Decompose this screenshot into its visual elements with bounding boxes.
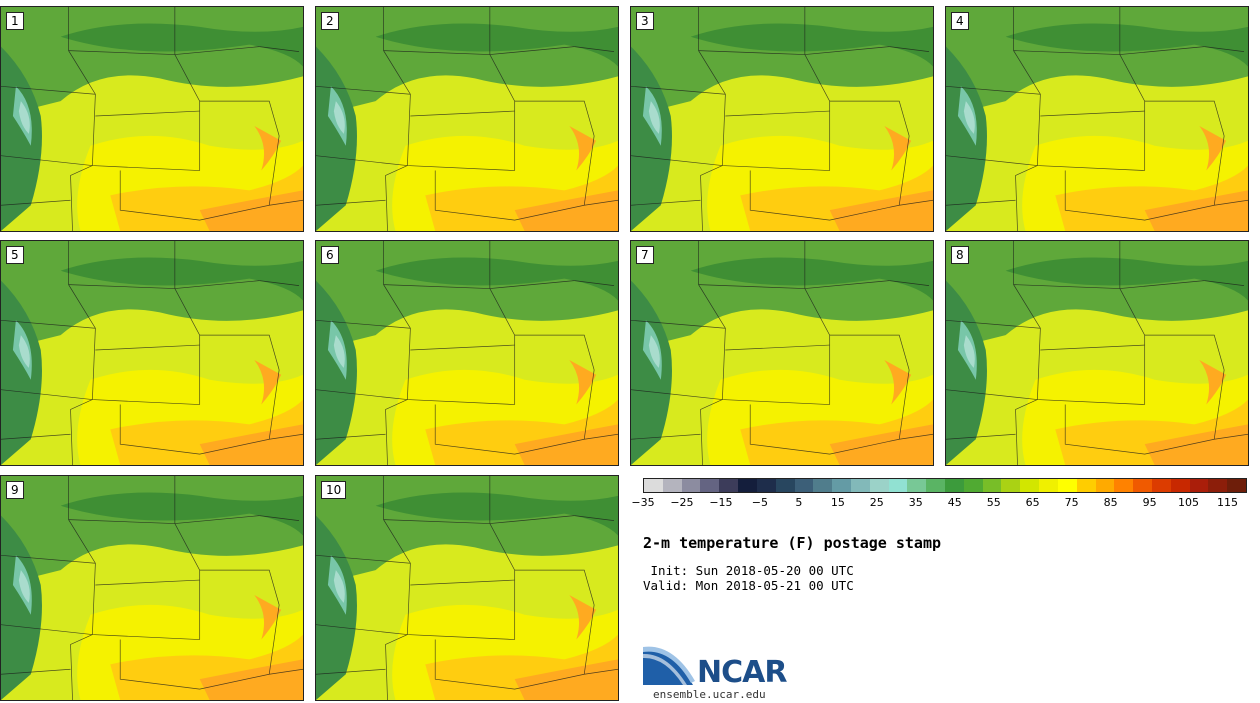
colorbar-swatch xyxy=(1227,479,1246,492)
colorbar-swatch xyxy=(1057,479,1077,492)
colorbar-swatch xyxy=(700,479,720,492)
temperature-field xyxy=(946,241,1248,465)
colorbar-swatch xyxy=(738,479,757,492)
colorbar-swatch xyxy=(1133,479,1152,492)
colorbar-swatch xyxy=(662,479,682,492)
colorbar-swatch xyxy=(963,479,983,492)
colorbar-swatch xyxy=(1039,479,1058,492)
temperature-field xyxy=(1,476,303,700)
member-number-label: 7 xyxy=(636,246,654,264)
temperature-field xyxy=(631,7,933,231)
ncar-logo-text: NCAR xyxy=(697,655,787,690)
temperature-field xyxy=(1,241,303,465)
colorbar-tick: 105 xyxy=(1178,496,1200,509)
colorbar-swatch xyxy=(681,479,701,492)
member-number-label: 6 xyxy=(321,246,339,264)
member-number-label: 4 xyxy=(951,12,969,30)
colorbar-swatch xyxy=(982,479,1002,492)
colorbar-tick: 15 xyxy=(830,496,845,509)
ensemble-member-map: 8 xyxy=(945,240,1249,466)
colorbar-tick: 45 xyxy=(947,496,962,509)
ensemble-member-map: 3 xyxy=(630,6,934,232)
colorbar-swatch xyxy=(1095,479,1115,492)
member-number-label: 5 xyxy=(6,246,24,264)
ensemble-member-map: 2 xyxy=(315,6,619,232)
colorbar-swatch xyxy=(945,479,964,492)
colorbar-swatch xyxy=(775,479,795,492)
colorbar-swatch xyxy=(813,479,833,492)
colorbar-swatch xyxy=(926,479,945,492)
site-url: ensemble.ucar.edu xyxy=(653,688,766,701)
figure-title: 2-m temperature (F) postage stamp xyxy=(643,534,942,552)
colorbar-tick: 5 xyxy=(795,496,803,509)
colorbar-swatch xyxy=(1001,479,1021,492)
colorbar-swatch xyxy=(850,479,870,492)
colorbar-swatch xyxy=(1189,479,1209,492)
colorbar-tick: 85 xyxy=(1103,496,1118,509)
colorbar-tick: 115 xyxy=(1217,496,1239,509)
temperature-field xyxy=(316,7,618,231)
colorbar-tick: −5 xyxy=(751,496,768,509)
temperature-colorbar xyxy=(643,478,1247,493)
colorbar-swatch xyxy=(644,479,663,492)
colorbar-swatch xyxy=(1208,479,1228,492)
colorbar-tick: 25 xyxy=(869,496,884,509)
colorbar-tick: −25 xyxy=(670,496,694,509)
temperature-field xyxy=(1,7,303,231)
colorbar-swatch xyxy=(869,479,889,492)
colorbar-tick: 35 xyxy=(908,496,923,509)
colorbar-swatch xyxy=(756,479,776,492)
ensemble-member-map: 5 xyxy=(0,240,304,466)
temperature-field xyxy=(316,241,618,465)
colorbar-swatch xyxy=(907,479,927,492)
colorbar-tick: 75 xyxy=(1064,496,1079,509)
ensemble-member-map: 9 xyxy=(0,475,304,701)
init-time: Init: Sun 2018-05-20 00 UTC xyxy=(643,563,854,578)
colorbar-tick: −15 xyxy=(709,496,733,509)
ensemble-member-map: 6 xyxy=(315,240,619,466)
colorbar-swatch xyxy=(1076,479,1096,492)
colorbar-swatch xyxy=(1114,479,1134,492)
colorbar-tick: 55 xyxy=(986,496,1001,509)
colorbar-tick: 65 xyxy=(1025,496,1040,509)
colorbar-tick-labels: −35 −25 −15 −5 5 15 25 35 45 55 65 75 85 95 105 115 xyxy=(631,496,1247,512)
ensemble-member-map: 1 xyxy=(0,6,304,232)
ensemble-member-map: 10 xyxy=(315,475,619,701)
member-number-label: 9 xyxy=(6,481,24,499)
member-number-label: 8 xyxy=(951,246,969,264)
colorbar-swatch xyxy=(719,479,739,492)
ncar-logo-icon xyxy=(643,646,695,685)
colorbar-swatch xyxy=(1151,479,1171,492)
temperature-field xyxy=(946,7,1248,231)
colorbar-swatch xyxy=(1170,479,1190,492)
ensemble-member-map: 4 xyxy=(945,6,1249,232)
temperature-field xyxy=(631,241,933,465)
ensemble-member-map: 7 xyxy=(630,240,934,466)
colorbar-swatch xyxy=(794,479,814,492)
colorbar-tick: 95 xyxy=(1142,496,1157,509)
member-number-label: 1 xyxy=(6,12,24,30)
colorbar-swatch xyxy=(1020,479,1040,492)
member-number-label: 2 xyxy=(321,12,339,30)
member-number-label: 3 xyxy=(636,12,654,30)
colorbar-tick: −35 xyxy=(631,496,655,509)
member-number-label: 10 xyxy=(321,481,347,499)
colorbar-swatch xyxy=(832,479,851,492)
valid-time: Valid: Mon 2018-05-21 00 UTC xyxy=(643,578,854,593)
temperature-field xyxy=(316,476,618,700)
colorbar-swatch xyxy=(888,479,908,492)
